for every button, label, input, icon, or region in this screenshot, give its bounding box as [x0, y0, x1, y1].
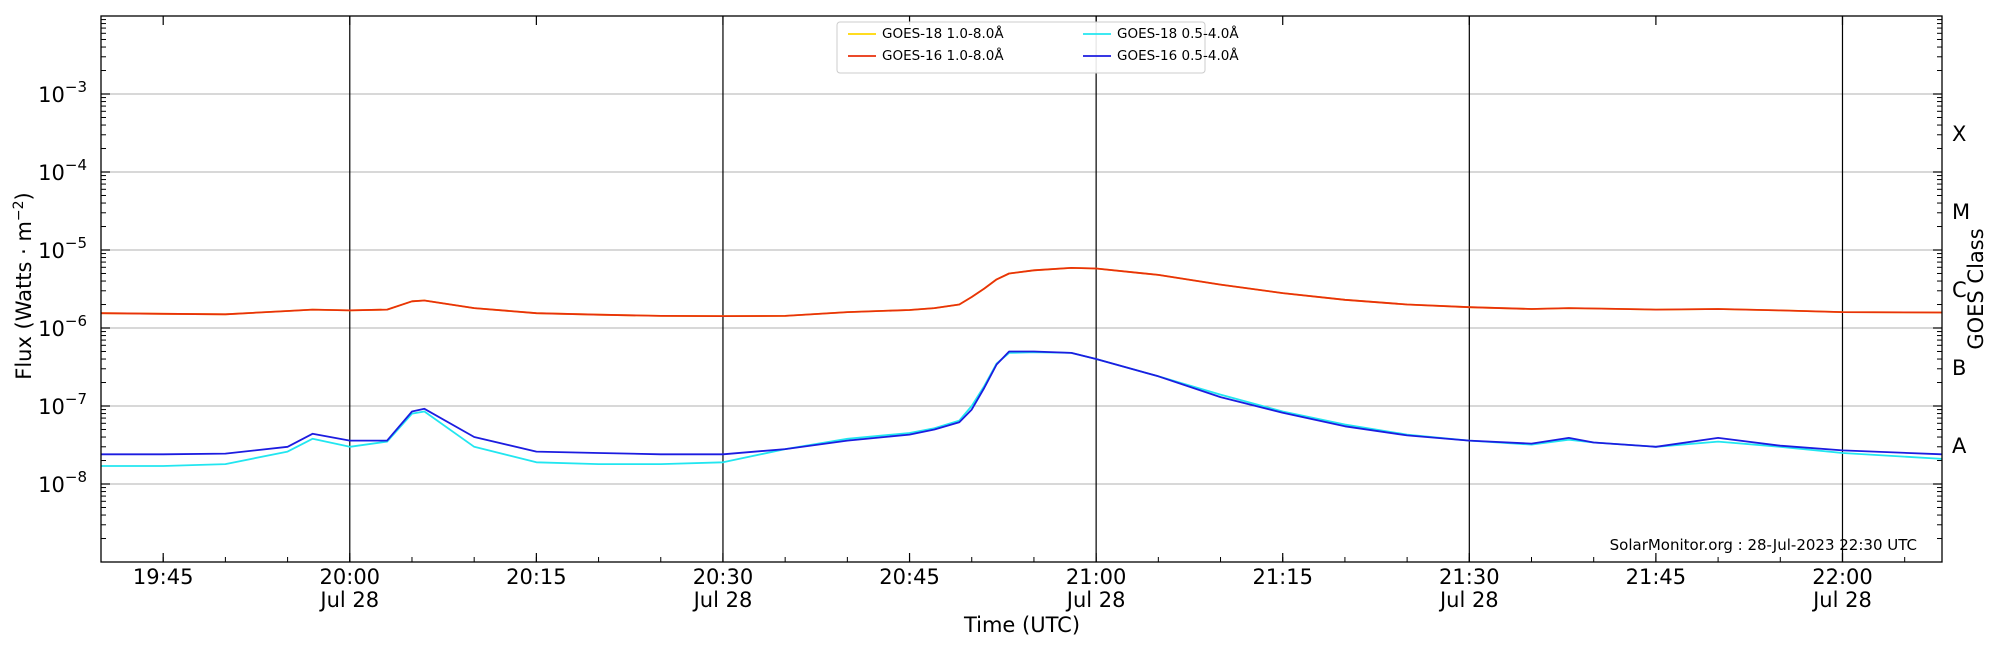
x-tick-label-date: Jul 28	[692, 588, 753, 612]
goes-class-label: A	[1952, 434, 1967, 458]
legend-items: GOES-18 1.0-8.0Å GOES-16 1.0-8.0Å GOES-18 …	[848, 25, 1239, 64]
series-line-2	[101, 351, 1943, 467]
y-tick-labels: 10−8 10−7 10−6 10−5 10−4 10−3	[38, 78, 87, 497]
goes-class-label: M	[1952, 200, 1970, 224]
y-tick-label: 10−3	[38, 78, 87, 107]
plot-frame	[100, 15, 1943, 563]
y-tick-label: 10−5	[38, 234, 87, 263]
legend-label: GOES-18 0.5-4.0Å	[1117, 25, 1239, 42]
legend-box	[836, 21, 1206, 74]
y-axis-title: Flux (Watts · m−2)	[11, 192, 36, 380]
y-tick-label: 10−7	[38, 390, 87, 419]
data-series	[100, 266, 1943, 467]
x-tick-label-time: 20:30	[693, 565, 754, 589]
series-line-1	[100, 266, 1943, 318]
x-tick-label-time: 19:45	[133, 565, 194, 589]
goes-class-label: C	[1952, 278, 1967, 302]
legend-label: GOES-16 0.5-4.0Å	[1117, 47, 1239, 64]
x-axis-title: Time (UTC)	[963, 613, 1080, 637]
x-tick-label-date: Jul 28	[1438, 588, 1499, 612]
grid-lines	[101, 93, 1942, 485]
x-tick-label-time: 20:45	[879, 565, 940, 589]
x-tick-label-time: 21:15	[1252, 565, 1313, 589]
goes-class-label: B	[1952, 356, 1966, 380]
y-tick-label: 10−6	[38, 312, 87, 341]
day-marker-lines	[349, 16, 1844, 562]
x-tick-label-time: 21:00	[1066, 565, 1127, 589]
credit-text: SolarMonitor.org : 28-Jul-2023 22:30 UTC	[1610, 536, 1917, 554]
series-line-3	[101, 350, 1943, 456]
x-tick-label-time: 22:00	[1812, 565, 1873, 589]
axis-ticks	[100, 16, 1942, 562]
x-tick-label-time: 21:45	[1626, 565, 1687, 589]
legend: GOES-18 1.0-8.0Å GOES-16 1.0-8.0Å GOES-18 …	[836, 21, 1239, 74]
goes-class-label: X	[1952, 122, 1966, 146]
goes-class-axis-title: GOES Class	[1964, 228, 1988, 349]
x-tick-label-time: 21:30	[1439, 565, 1500, 589]
legend-label: GOES-18 1.0-8.0Å	[882, 25, 1004, 42]
y-tick-label: 10−8	[38, 468, 87, 497]
goes-class-labels: A B C M X	[1952, 122, 1970, 458]
x-tick-label-date: Jul 28	[318, 588, 379, 612]
x-tick-label-date: Jul 28	[1065, 588, 1126, 612]
legend-label: GOES-16 1.0-8.0Å	[882, 47, 1004, 64]
y-tick-label: 10−4	[38, 156, 87, 185]
x-tick-label-time: 20:15	[506, 565, 567, 589]
x-tick-label-date: Jul 28	[1811, 588, 1872, 612]
x-tick-label-time: 20:00	[320, 565, 381, 589]
